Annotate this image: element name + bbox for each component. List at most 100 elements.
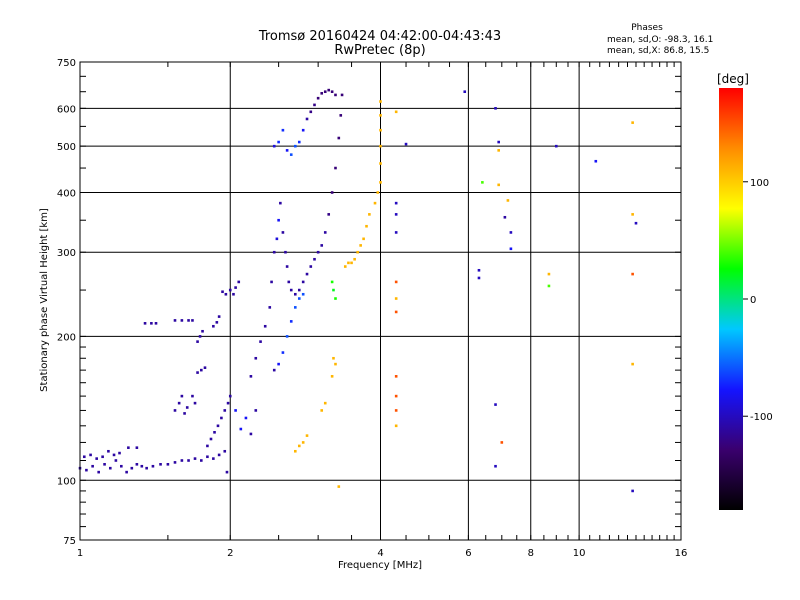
data-point bbox=[285, 335, 289, 338]
data-point bbox=[477, 268, 481, 272]
data-point bbox=[334, 93, 337, 97]
stats-x-mode: mean, sd,X: 86.8, 15.5 bbox=[607, 46, 709, 56]
data-point bbox=[394, 213, 398, 216]
data-point bbox=[330, 280, 334, 284]
data-point bbox=[289, 153, 293, 156]
data-point bbox=[228, 394, 232, 398]
y-tick-label: 750 bbox=[57, 58, 76, 69]
data-point bbox=[281, 231, 285, 234]
data-point bbox=[200, 459, 203, 462]
data-point bbox=[180, 394, 184, 398]
y-tick-label: 200 bbox=[57, 332, 76, 343]
data-point bbox=[506, 199, 510, 202]
data-point bbox=[309, 265, 313, 268]
data-point bbox=[285, 265, 289, 268]
data-point bbox=[334, 362, 337, 366]
data-point bbox=[494, 403, 497, 406]
data-point bbox=[294, 144, 297, 148]
x-tick-label: 2 bbox=[227, 548, 233, 559]
chart-title: Tromsø 20160424 04:42:00-04:43:43 bbox=[258, 29, 501, 44]
data-point bbox=[379, 144, 382, 148]
data-point bbox=[509, 231, 513, 234]
data-point bbox=[191, 394, 194, 398]
data-point bbox=[323, 401, 327, 405]
data-point bbox=[217, 453, 221, 457]
data-point bbox=[379, 181, 382, 184]
stats-o-mode: mean, sd,O: -98.3, 16.1 bbox=[607, 35, 713, 45]
data-point bbox=[297, 140, 301, 144]
data-point bbox=[272, 250, 276, 254]
colorbar-tick-label: 100 bbox=[750, 178, 769, 189]
data-point bbox=[631, 272, 634, 276]
data-point bbox=[547, 284, 551, 288]
data-point bbox=[82, 455, 86, 459]
y-tick-label: 400 bbox=[57, 188, 76, 199]
data-point bbox=[254, 409, 258, 412]
data-point bbox=[101, 455, 104, 459]
data-point bbox=[332, 288, 335, 292]
data-point bbox=[500, 441, 504, 444]
data-point bbox=[503, 215, 507, 219]
data-point bbox=[379, 162, 382, 165]
colorbar-tick-label: 0 bbox=[750, 295, 756, 306]
data-point bbox=[294, 306, 297, 309]
data-point bbox=[209, 437, 213, 441]
x-tick-label: 16 bbox=[675, 548, 688, 559]
colorbar-tick-label: -100 bbox=[750, 412, 773, 423]
data-point bbox=[547, 272, 551, 276]
data-point bbox=[212, 457, 215, 460]
data-point bbox=[228, 288, 232, 292]
data-point bbox=[215, 321, 219, 324]
data-point bbox=[301, 441, 305, 444]
data-point bbox=[145, 466, 148, 470]
x-tick-label: 6 bbox=[465, 548, 471, 559]
data-point bbox=[154, 322, 158, 325]
data-point bbox=[404, 142, 408, 146]
data-point bbox=[226, 401, 230, 405]
y-tick-label: 75 bbox=[63, 536, 76, 547]
data-point bbox=[284, 250, 287, 254]
data-point bbox=[103, 463, 106, 466]
data-point bbox=[494, 107, 497, 110]
data-point bbox=[277, 362, 280, 366]
y-tick-label: 100 bbox=[57, 476, 76, 487]
data-point bbox=[334, 166, 337, 170]
data-point bbox=[249, 375, 253, 378]
data-point bbox=[177, 401, 181, 405]
data-point bbox=[213, 431, 216, 434]
data-point bbox=[180, 319, 184, 322]
data-point bbox=[379, 100, 382, 103]
data-point bbox=[497, 140, 500, 144]
data-point bbox=[89, 453, 92, 457]
data-point bbox=[301, 292, 305, 296]
data-point bbox=[350, 261, 353, 265]
data-point bbox=[166, 463, 170, 466]
x-tick-label: 1 bbox=[77, 548, 83, 559]
data-point bbox=[85, 468, 88, 472]
data-point bbox=[463, 90, 467, 94]
data-point bbox=[394, 231, 398, 234]
data-point bbox=[193, 457, 197, 460]
data-point bbox=[277, 140, 280, 144]
data-point bbox=[394, 409, 398, 412]
data-point bbox=[305, 117, 309, 121]
data-point bbox=[279, 201, 282, 205]
data-point bbox=[301, 280, 305, 284]
data-point bbox=[206, 455, 209, 459]
data-point bbox=[305, 434, 309, 437]
data-point bbox=[206, 444, 209, 448]
data-point bbox=[198, 335, 202, 338]
data-point bbox=[275, 237, 279, 241]
x-axis-label: Frequency [MHz] bbox=[338, 560, 422, 571]
data-point bbox=[394, 280, 398, 284]
data-point bbox=[554, 144, 558, 148]
data-point bbox=[135, 463, 139, 466]
data-point bbox=[91, 464, 94, 468]
data-point bbox=[330, 191, 334, 194]
data-point bbox=[631, 362, 634, 366]
data-point bbox=[285, 149, 289, 152]
axis-ticks: 1 2 4 6 8 10 16 75 100 200 300 400 500 600 750 bbox=[57, 58, 687, 559]
data-point bbox=[481, 181, 484, 184]
data-point bbox=[272, 144, 276, 148]
